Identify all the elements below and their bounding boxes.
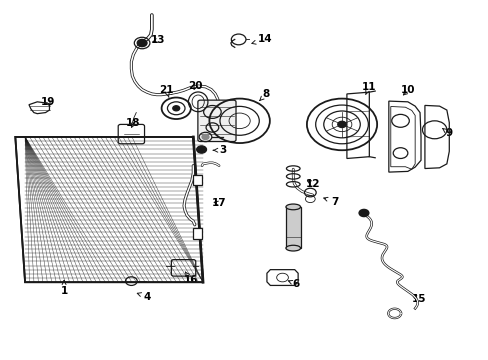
Circle shape — [172, 106, 179, 111]
Text: 12: 12 — [305, 179, 319, 189]
Bar — [285, 207, 300, 248]
Text: 21: 21 — [159, 85, 173, 98]
Text: 3: 3 — [213, 145, 226, 155]
Ellipse shape — [285, 245, 300, 251]
Text: 1: 1 — [61, 280, 67, 296]
Circle shape — [196, 146, 206, 153]
Text: 8: 8 — [259, 89, 269, 100]
Text: 13: 13 — [150, 35, 164, 45]
Text: 17: 17 — [211, 198, 226, 208]
Text: 9: 9 — [442, 129, 452, 138]
Text: 11: 11 — [361, 82, 376, 95]
Circle shape — [137, 40, 147, 46]
Text: 7: 7 — [323, 197, 338, 207]
Circle shape — [202, 134, 208, 139]
Text: 6: 6 — [288, 279, 299, 289]
Text: 15: 15 — [411, 294, 426, 304]
Text: 16: 16 — [183, 272, 198, 285]
Ellipse shape — [285, 204, 300, 210]
Bar — [193, 175, 202, 185]
FancyBboxPatch shape — [198, 100, 236, 141]
Polygon shape — [15, 137, 203, 282]
Text: 14: 14 — [251, 35, 272, 44]
Text: 4: 4 — [137, 292, 150, 302]
Bar — [193, 228, 202, 239]
Text: 19: 19 — [41, 97, 56, 107]
Text: 10: 10 — [400, 85, 415, 95]
Text: 5: 5 — [292, 219, 299, 231]
Text: 20: 20 — [188, 81, 203, 91]
Circle shape — [337, 121, 346, 127]
Circle shape — [358, 210, 368, 217]
Text: 18: 18 — [126, 118, 140, 128]
Text: 2: 2 — [220, 133, 233, 143]
